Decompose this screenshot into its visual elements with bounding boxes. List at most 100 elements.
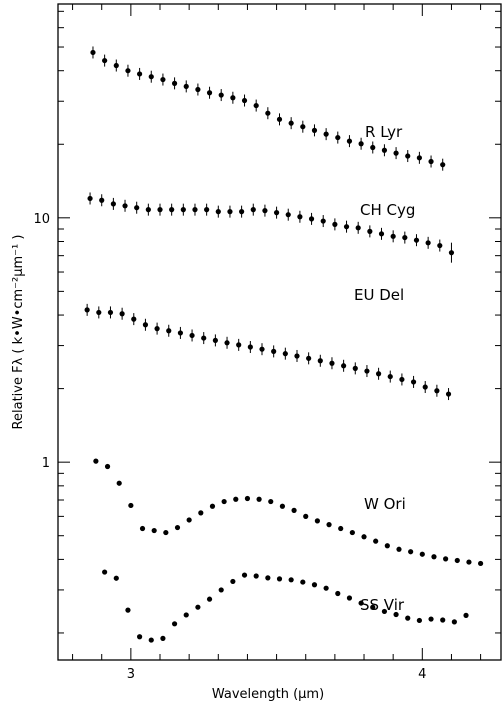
data-point (174, 524, 181, 531)
data-point (408, 549, 414, 555)
data-point (314, 518, 320, 524)
data-point (335, 134, 341, 141)
data-point (358, 141, 364, 147)
data-point (154, 326, 160, 332)
data-point (195, 604, 201, 610)
data-point (96, 309, 102, 316)
data-point (134, 205, 140, 211)
data-point (160, 635, 166, 641)
data-point (405, 615, 411, 621)
data-point (323, 585, 329, 591)
data-point (311, 582, 318, 588)
data-point (416, 155, 422, 161)
data-point (206, 596, 213, 602)
data-point (276, 116, 283, 122)
data-point (189, 332, 195, 339)
data-point (137, 71, 143, 77)
data-point (177, 330, 184, 336)
data-point (463, 612, 469, 618)
data-point (323, 131, 329, 137)
data-point (288, 120, 294, 126)
data-point (358, 600, 364, 606)
data-point (428, 616, 434, 622)
data-point (244, 495, 251, 502)
data-point (128, 502, 134, 509)
data-point (102, 569, 108, 575)
plot-frame (57, 3, 502, 661)
data-point (125, 607, 131, 613)
data-point (311, 127, 318, 133)
data-point (332, 221, 338, 227)
data-point (422, 384, 428, 390)
data-point (142, 322, 149, 328)
data-point (440, 162, 446, 168)
data-point (428, 158, 434, 165)
data-point (90, 49, 96, 56)
data-point (329, 360, 335, 366)
series-label: W Ori (364, 495, 406, 513)
series-label: R Lyr (365, 123, 403, 141)
series-eu-del (84, 303, 452, 401)
data-point (346, 595, 353, 601)
data-point (381, 608, 388, 615)
series-r-lyr (90, 46, 446, 171)
data-point (361, 534, 367, 540)
data-point (102, 57, 108, 64)
data-point (93, 458, 99, 464)
data-point (413, 237, 420, 243)
data-point (434, 388, 440, 394)
data-point (241, 97, 248, 104)
data-point (273, 210, 280, 216)
y-tick-label: 1 (42, 456, 50, 471)
data-point (381, 147, 388, 153)
data-point (300, 124, 306, 130)
data-point (241, 572, 248, 578)
x-tick-label: 4 (418, 667, 426, 682)
data-point (113, 575, 119, 581)
data-point (183, 612, 189, 618)
data-point (256, 496, 262, 502)
data-point (148, 637, 154, 643)
data-point (320, 218, 326, 224)
x-tick-label: 3 (127, 667, 135, 682)
data-point (186, 517, 192, 523)
data-point (448, 250, 455, 256)
data-point (352, 365, 358, 371)
data-point (367, 228, 373, 234)
data-point (268, 498, 274, 505)
data-point (276, 576, 283, 582)
data-point (198, 510, 204, 516)
series-w-ori (93, 458, 484, 567)
data-point (139, 525, 146, 532)
data-point (370, 144, 376, 151)
data-point (317, 358, 323, 364)
data-point (343, 224, 350, 230)
data-point (265, 110, 271, 116)
data-point (440, 617, 446, 623)
data-point (125, 68, 131, 74)
data-point (349, 529, 355, 536)
data-point (338, 525, 344, 532)
data-point (326, 522, 332, 528)
data-point (171, 80, 178, 86)
data-point (131, 316, 137, 322)
data-point (259, 346, 265, 352)
data-point (445, 391, 452, 397)
data-point (218, 92, 224, 98)
data-point (137, 634, 143, 640)
data-point (393, 611, 399, 618)
series-label: CH Cyg (360, 201, 415, 219)
data-point (122, 203, 128, 209)
data-point (99, 197, 105, 203)
data-point (253, 102, 259, 109)
data-point (230, 578, 236, 585)
data-point (425, 240, 431, 246)
data-point (393, 150, 399, 156)
data-point (396, 546, 402, 552)
data-point (247, 344, 253, 350)
data-point (209, 503, 216, 509)
data-point (405, 153, 411, 159)
data-point (148, 74, 154, 80)
tick-labels: 1 10 3 4 (33, 212, 426, 682)
